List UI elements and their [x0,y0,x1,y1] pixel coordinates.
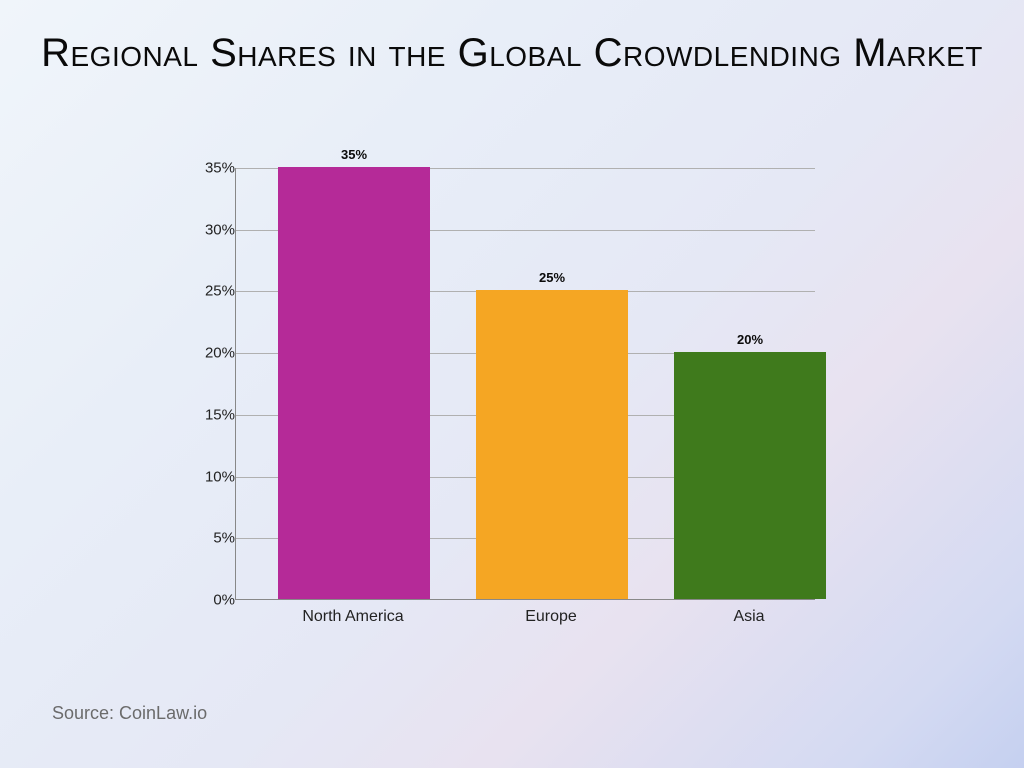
bar-chart: 35% 25% 20% 0% 5% 10% 15% 20% 25% 30% 35% North Am… [175,148,825,648]
bar [278,167,430,599]
y-tick-label: 20% [205,345,235,362]
bar-value-label: 20% [737,332,763,353]
source-attribution: Source: CoinLaw.io [52,703,207,724]
x-tick-label: Asia [733,608,764,626]
bar [674,352,826,599]
bar-value-label: 35% [341,147,367,168]
y-tick-label: 15% [205,406,235,423]
x-tick-label: Europe [525,608,577,626]
bar [476,290,628,599]
chart-title: Regional Shares in the Global Crowdlendi… [0,0,1024,78]
y-tick-label: 25% [205,283,235,300]
x-tick-label: North America [302,608,403,626]
plot-area: 35%25%20% [235,168,815,600]
bar-value-label: 25% [539,270,565,291]
y-tick-label: 30% [205,221,235,238]
y-tick-label: 35% [205,160,235,177]
y-tick-label: 10% [205,468,235,485]
y-tick-label: 5% [213,530,235,547]
y-tick-label: 0% [213,592,235,609]
